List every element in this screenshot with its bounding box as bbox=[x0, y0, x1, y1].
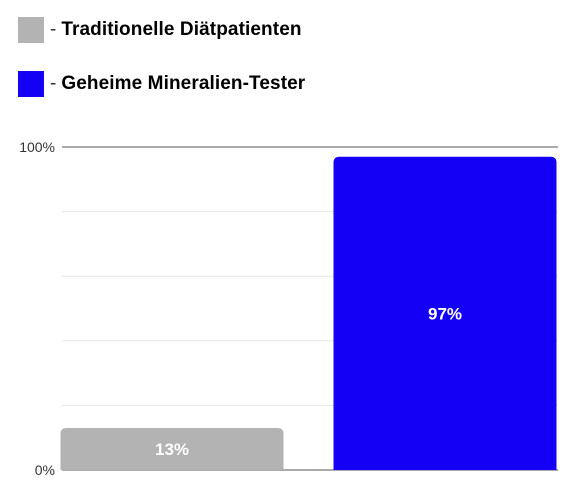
legend-swatch-traditional bbox=[18, 17, 44, 43]
bar-value-label: 13% bbox=[155, 440, 189, 459]
y-tick-label: 100% bbox=[19, 139, 55, 155]
legend-item-mineral-testers: - Geheime Mineralien-Tester bbox=[18, 70, 305, 98]
legend-swatch-mineral-testers bbox=[18, 71, 44, 97]
legend-label-mineral-testers: Geheime Mineralien-Tester bbox=[61, 73, 306, 94]
legend-item-traditional: - Traditionelle Diätpatienten bbox=[18, 16, 305, 44]
chart-legend: - Traditionelle Diätpatienten - Geheime … bbox=[18, 16, 305, 124]
legend-label-traditional: Traditionelle Diätpatienten bbox=[61, 19, 302, 40]
y-tick-label: 0% bbox=[35, 462, 55, 478]
bar bbox=[60, 428, 284, 470]
bar bbox=[333, 156, 557, 470]
bar-value-label: 97% bbox=[428, 304, 462, 323]
legend-dash: - bbox=[50, 19, 57, 40]
legend-dash: - bbox=[50, 73, 57, 94]
